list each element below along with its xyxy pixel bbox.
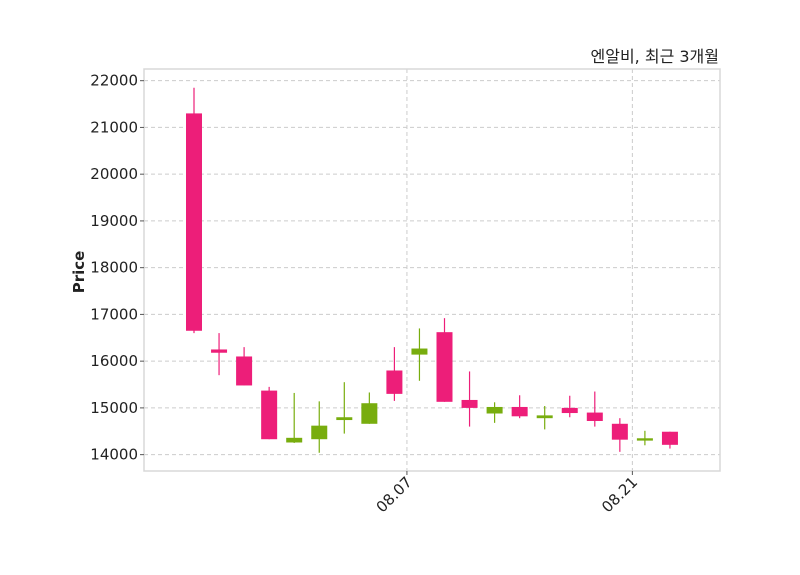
candle-16 — [561, 395, 578, 418]
candle-9 — [386, 347, 403, 401]
y-tick-label: 19000 — [90, 212, 138, 230]
candle-18 — [611, 418, 628, 452]
candle-5 — [286, 392, 303, 443]
candle-body — [236, 356, 253, 386]
y-axis-label: Price — [70, 251, 88, 294]
chart-title: 엔알비, 최근 3개월 — [591, 47, 719, 66]
candle-15 — [536, 406, 553, 430]
candle-20 — [661, 431, 678, 449]
candle-body — [486, 406, 503, 414]
candle-13 — [486, 402, 503, 423]
y-tick-label: 18000 — [90, 259, 138, 277]
candle-8 — [361, 392, 378, 424]
x-tick-label: 08.21 — [598, 473, 641, 516]
grid — [144, 69, 720, 471]
candle-body — [536, 415, 553, 419]
y-tick-label: 21000 — [90, 118, 138, 136]
y-tick-label: 20000 — [90, 165, 138, 183]
candle-body — [336, 417, 353, 421]
candle-body — [586, 412, 603, 421]
y-tick-label: 22000 — [90, 72, 138, 90]
candle-3 — [236, 347, 253, 386]
y-tick-label: 16000 — [90, 352, 138, 370]
candle-4 — [261, 386, 278, 440]
candle-12 — [461, 371, 478, 427]
candle-body — [561, 407, 578, 414]
y-tick-label: 15000 — [90, 399, 138, 417]
candle-body — [311, 425, 328, 440]
candle-body — [436, 332, 453, 402]
candle-11 — [436, 318, 453, 402]
candle-body — [186, 113, 202, 331]
candle-14 — [511, 395, 528, 419]
candle-17 — [586, 391, 603, 427]
y-axis-ticks: 14000 15000 16000 17000 18000 19000 20000 21000… — [90, 72, 144, 464]
y-tick-label: 17000 — [90, 305, 138, 323]
plot-frame — [143, 68, 721, 472]
x-tick-label: 08.07 — [373, 473, 416, 516]
candle-2 — [211, 333, 228, 376]
candle-body — [511, 406, 528, 417]
y-tick-label: 14000 — [90, 446, 138, 464]
candle-19 — [636, 430, 653, 446]
candle-body — [411, 348, 428, 355]
candle-body — [211, 349, 228, 353]
candle-body — [386, 370, 403, 394]
candle-body — [461, 399, 478, 408]
candle-6 — [311, 401, 328, 453]
candle-body — [611, 423, 628, 440]
x-axis-ticks: 08.07 08.21 — [373, 471, 641, 516]
candle-10 — [411, 328, 428, 381]
candle-body — [286, 437, 303, 443]
candles — [186, 87, 678, 453]
candle-7 — [336, 382, 353, 434]
candle-body — [361, 403, 378, 424]
candle-1 — [186, 87, 202, 334]
candle-body — [261, 390, 278, 440]
candle-body — [661, 431, 678, 445]
candle-body — [636, 438, 653, 441]
